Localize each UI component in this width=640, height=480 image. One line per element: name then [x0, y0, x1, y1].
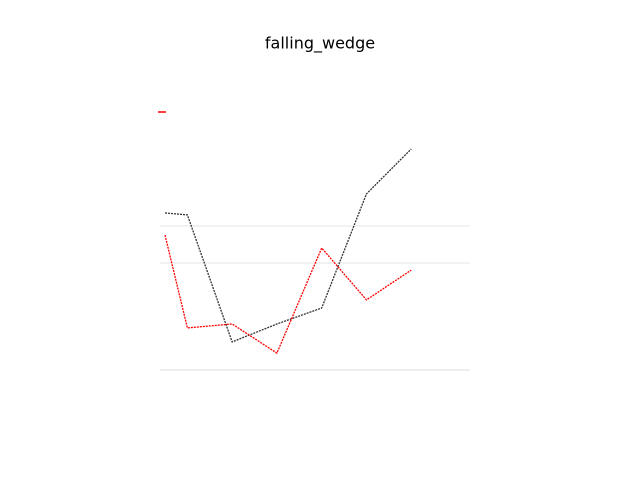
series-line — [164, 234, 412, 355]
series-line — [164, 148, 412, 343]
chart-title: falling_wedge — [265, 34, 375, 54]
image-area — [148, 70, 508, 420]
